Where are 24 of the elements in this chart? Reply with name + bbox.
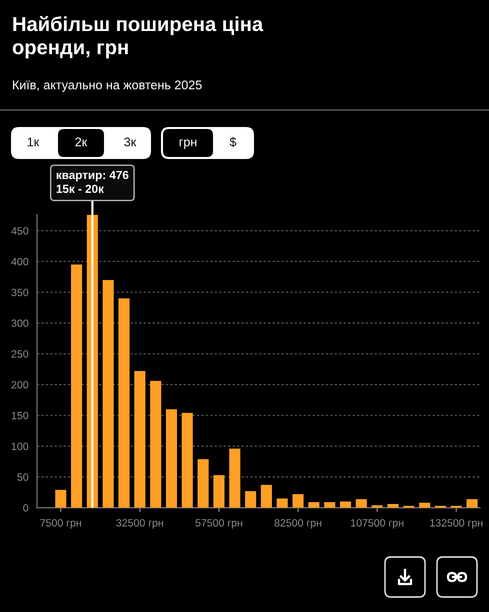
y-tick-label: 0 <box>23 504 28 512</box>
text: 2к <box>75 138 88 146</box>
y-tick-label: 150 <box>12 412 28 420</box>
annotation: квартир: 476 15к - 20к <box>56 170 128 193</box>
chart-subtitle: Київ, актуально на жовтень 2025 <box>13 80 202 92</box>
text: грн <box>180 140 196 149</box>
chart-title: Найбільш поширена ціна оренди, грн <box>12 16 264 58</box>
y-tick-label: 300 <box>11 319 28 327</box>
y-tick-label: 200 <box>12 381 28 389</box>
y-tick-label: 50 <box>17 473 28 481</box>
x-tick-label: 57500 грн <box>195 519 242 529</box>
x-tick-label: 32500 грн <box>116 519 164 529</box>
x-tick-label: 107500 грн <box>351 519 404 529</box>
y-tick-label: 400 <box>11 258 28 266</box>
y-tick-label: 350 <box>11 288 28 296</box>
y-tick-label: 250 <box>12 350 28 358</box>
text: $ <box>230 136 236 148</box>
x-tick-label: 7500 грн <box>40 519 81 529</box>
x-tick-label: 132500 грн <box>430 519 482 529</box>
x-tick-label: 82500 грн <box>274 519 322 529</box>
text: 1к <box>28 138 40 146</box>
y-tick-label: 100 <box>12 442 28 450</box>
y-tick-label: 450 <box>11 227 28 235</box>
text: 3к <box>124 138 136 146</box>
